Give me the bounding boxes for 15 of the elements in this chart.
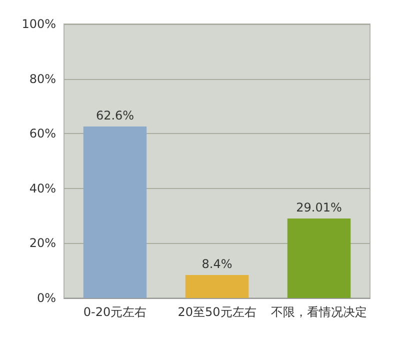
data-label: 62.6% (96, 108, 134, 122)
y-tick-label: 20% (29, 236, 56, 250)
bar (287, 218, 351, 298)
x-tick-label: 不限，看情况决定 (271, 305, 367, 319)
y-tick-label: 0% (36, 291, 56, 305)
x-tick-label: 20至50元左右 (178, 305, 256, 319)
y-tick-label: 80% (29, 72, 56, 86)
y-tick-label: 40% (29, 181, 56, 196)
bar (83, 126, 147, 298)
bar (185, 274, 249, 298)
data-label: 8.4% (202, 256, 232, 271)
data-label: 29.01% (296, 200, 342, 215)
x-tick-label: 0-20元左右 (83, 305, 147, 319)
y-tick-label: 100% (22, 17, 56, 31)
y-tick-label: 60% (29, 126, 56, 141)
